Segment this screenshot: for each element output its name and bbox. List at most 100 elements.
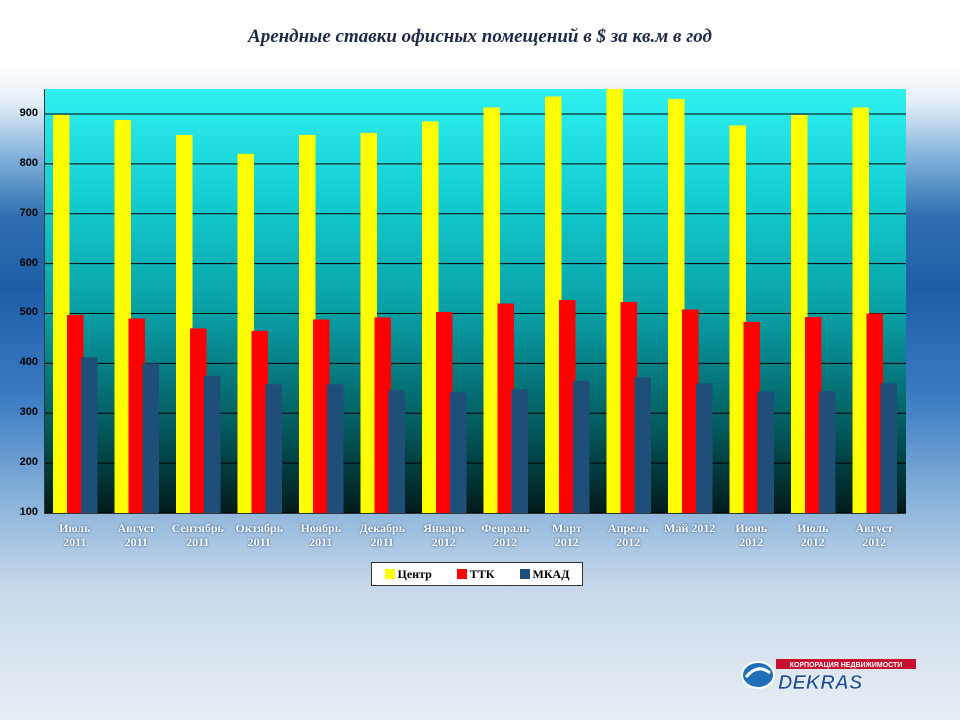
bar-center bbox=[176, 134, 193, 513]
bar-center bbox=[422, 121, 439, 513]
bar-center bbox=[53, 114, 70, 513]
legend-swatch-mkad bbox=[519, 569, 530, 579]
x-tick-month: Ноябрь bbox=[300, 521, 342, 535]
legend: Центр ТТК МКАД bbox=[371, 562, 583, 586]
x-tick-label: Июнь 2012 bbox=[720, 521, 782, 549]
x-tick-label: Октябрь 2011 bbox=[228, 521, 290, 549]
x-tick-label: Август 2012 bbox=[843, 521, 905, 549]
legend-item-mkad: МКАД bbox=[519, 566, 570, 582]
y-tick-label: 300 bbox=[19, 406, 38, 419]
plot-area bbox=[44, 89, 906, 514]
bar-center bbox=[483, 107, 500, 513]
bar-mkad bbox=[450, 392, 467, 513]
y-tick-label: 600 bbox=[19, 256, 38, 269]
x-tick-year: 2011 bbox=[309, 535, 333, 549]
bar-mkad bbox=[757, 391, 774, 513]
x-tick-month: Август bbox=[117, 521, 155, 535]
bar-ttk bbox=[559, 300, 576, 513]
bar-mkad bbox=[573, 380, 590, 513]
bar-ttk bbox=[620, 301, 637, 513]
x-tick-month: Февраль bbox=[481, 521, 530, 535]
y-tick-label: 900 bbox=[19, 106, 38, 119]
bar-center bbox=[237, 153, 254, 513]
x-tick-month: Август bbox=[855, 521, 893, 535]
x-tick-month: Июль bbox=[59, 521, 91, 535]
bar-mkad bbox=[204, 375, 221, 513]
bar-center bbox=[114, 119, 131, 513]
x-tick-month: Март bbox=[551, 521, 582, 535]
x-tick-label: Февраль 2012 bbox=[474, 521, 536, 549]
bar-center bbox=[299, 134, 316, 513]
legend-swatch-center bbox=[384, 569, 395, 579]
bar-ttk bbox=[682, 309, 699, 513]
x-tick-month: Июль bbox=[797, 521, 829, 535]
x-tick-month: Май 2012 bbox=[664, 521, 716, 535]
bar-mkad bbox=[819, 391, 836, 513]
bar-center bbox=[729, 125, 746, 513]
legend-item-ttk: ТТК bbox=[456, 566, 495, 582]
chart-title: Арендные ставки офисных помещений в $ за… bbox=[248, 26, 712, 47]
x-tick-year: 2012 bbox=[800, 535, 825, 549]
x-tick-month: Сентябрь bbox=[171, 521, 224, 535]
bar-ttk bbox=[313, 319, 330, 513]
bar-chart bbox=[45, 89, 906, 513]
legend-item-center: Центр bbox=[384, 566, 432, 582]
x-tick-year: 2012 bbox=[862, 535, 887, 549]
bar-ttk bbox=[866, 313, 883, 513]
bar-ttk bbox=[436, 311, 453, 513]
logo-tagline: КОРПОРАЦИЯ НЕДВИЖИМОСТИ bbox=[790, 662, 903, 669]
x-tick-month: Декабрь bbox=[359, 521, 405, 535]
bar-mkad bbox=[880, 383, 897, 513]
bar-center bbox=[360, 132, 377, 513]
x-tick-label: Июль 2012 bbox=[782, 521, 844, 549]
x-tick-month: Январь bbox=[423, 521, 465, 535]
bar-mkad bbox=[511, 389, 528, 513]
bar-mkad bbox=[634, 377, 651, 513]
x-tick-label: Июль 2011 bbox=[44, 521, 106, 549]
bar-mkad bbox=[696, 383, 713, 513]
x-tick-label: Сентябрь 2011 bbox=[167, 521, 229, 549]
bar-center bbox=[852, 107, 869, 513]
bar-ttk bbox=[128, 318, 145, 513]
legend-label-mkad: МКАД bbox=[532, 566, 570, 581]
x-tick-year: 2012 bbox=[431, 535, 456, 549]
x-tick-label: Апрель 2012 bbox=[597, 521, 659, 549]
bar-ttk bbox=[67, 314, 84, 513]
logo-name: DEKRAS bbox=[778, 672, 863, 694]
x-tick-year: 2011 bbox=[186, 535, 210, 549]
x-tick-label: Август 2011 bbox=[105, 521, 167, 549]
x-tick-month: Июнь bbox=[735, 521, 768, 535]
x-tick-month: Апрель bbox=[607, 521, 649, 535]
y-tick-label: 800 bbox=[19, 156, 38, 169]
legend-label-ttk: ТТК bbox=[469, 566, 495, 581]
y-tick-label: 200 bbox=[19, 456, 38, 469]
title-band bbox=[0, 0, 960, 66]
x-tick-month: Октябрь bbox=[235, 521, 284, 535]
bar-center bbox=[545, 96, 562, 513]
x-tick-year: 2011 bbox=[247, 535, 271, 549]
bar-center bbox=[791, 114, 808, 513]
x-tick-label: Май 2012 bbox=[659, 521, 721, 535]
y-tick-label: 700 bbox=[19, 206, 38, 219]
bar-mkad bbox=[81, 357, 98, 513]
bar-ttk bbox=[805, 316, 822, 513]
bar-ttk bbox=[251, 330, 268, 513]
company-logo: КОРПОРАЦИЯ НЕДВИЖИМОСТИ DEKRAS bbox=[741, 659, 916, 694]
bar-center bbox=[668, 98, 685, 513]
x-tick-year: 2012 bbox=[739, 535, 764, 549]
bar-mkad bbox=[327, 384, 344, 513]
x-tick-year: 2012 bbox=[554, 535, 579, 549]
bar-ttk bbox=[190, 328, 207, 513]
bar-mkad bbox=[142, 363, 159, 513]
bar-mkad bbox=[388, 390, 405, 513]
x-tick-label: Ноябрь 2011 bbox=[290, 521, 352, 549]
x-tick-label: Март 2012 bbox=[536, 521, 598, 549]
x-tick-label: Январь 2012 bbox=[413, 521, 475, 549]
y-tick-label: 500 bbox=[19, 306, 38, 319]
x-tick-label: Декабрь 2011 bbox=[351, 521, 413, 549]
legend-label-center: Центр bbox=[397, 566, 432, 581]
x-tick-year: 2011 bbox=[370, 535, 394, 549]
bar-ttk bbox=[743, 321, 760, 513]
legend-swatch-ttk bbox=[456, 569, 467, 579]
bar-ttk bbox=[374, 317, 391, 513]
